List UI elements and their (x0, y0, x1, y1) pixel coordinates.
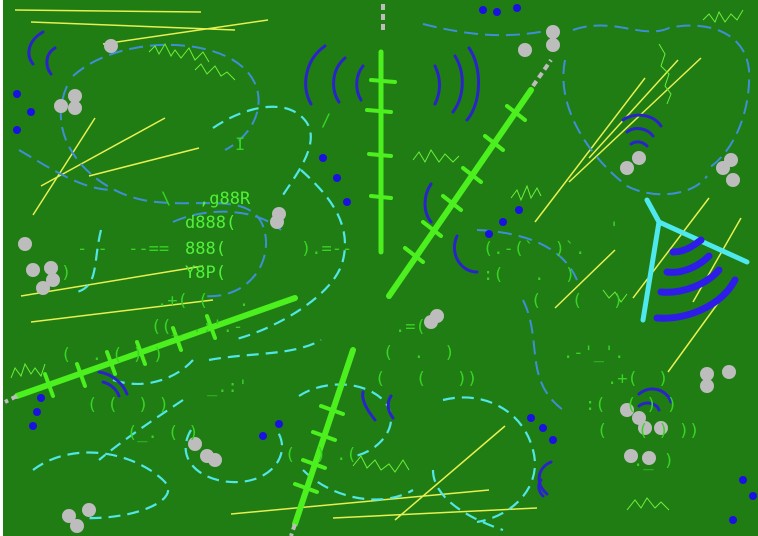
logo-line-2: d888( (185, 213, 237, 233)
dash-arrow-left: - - --== (77, 239, 170, 259)
logo-line-3: 888( (185, 239, 226, 259)
paren-block-j: :( . ) (483, 265, 576, 285)
paren-block-c: ((_ .:'.- (151, 317, 244, 337)
paren-block-h: .-'_'. (563, 343, 625, 363)
paren-block-g: ( ( ) ) (87, 395, 169, 415)
paren-block-o: _.:' (207, 377, 248, 397)
bar-glyph: I (235, 135, 246, 155)
tilde-glyph: \ (161, 189, 172, 209)
radio-antenna-icon[interactable] (640, 197, 750, 323)
green-squiggles (10, 9, 744, 511)
paren-block-d: .=( (395, 317, 426, 337)
cyan-dashed-trails (32, 105, 536, 532)
blue-dashed-trails (18, 23, 751, 411)
map-canvas[interactable] (3, 0, 758, 536)
paren-block-e: ( . ) (383, 343, 455, 363)
paren-block-i: (.-(` )`. (483, 239, 586, 259)
small-paren: ) (61, 263, 72, 283)
grey-rocks (18, 25, 740, 533)
signal-arcs (27, 30, 673, 498)
railroad-track-icon[interactable] (14, 49, 534, 527)
paren-block-p: (_. ( ) (127, 423, 199, 443)
paren-block-q: ( ) .( (285, 445, 357, 465)
logo-line-4: Y8P( (185, 263, 226, 283)
paren-block-a: ( . ( ) ) (61, 345, 164, 365)
yellow-lines (14, 9, 742, 521)
paren-block-m: :( ( ) ) (585, 395, 678, 415)
paren-block-l: .+( ) (607, 369, 669, 389)
paren-block-r: ._ ) (633, 451, 674, 471)
logo-line-1: ,g88R (199, 189, 251, 209)
paren-block-f: ( ( )) (375, 369, 478, 389)
paren-block-k: ( ( ) (531, 291, 624, 311)
track-ends (4, 4, 553, 536)
paren-block-b: .+( ( . (157, 291, 250, 311)
blue-seed-dots (13, 4, 757, 524)
tick-mark: ' (609, 219, 620, 239)
paren-block-n: ( ( ) )) (597, 421, 700, 441)
dash-arrow-right: ).=-- (301, 239, 353, 259)
slash-glyph: / (321, 111, 332, 131)
